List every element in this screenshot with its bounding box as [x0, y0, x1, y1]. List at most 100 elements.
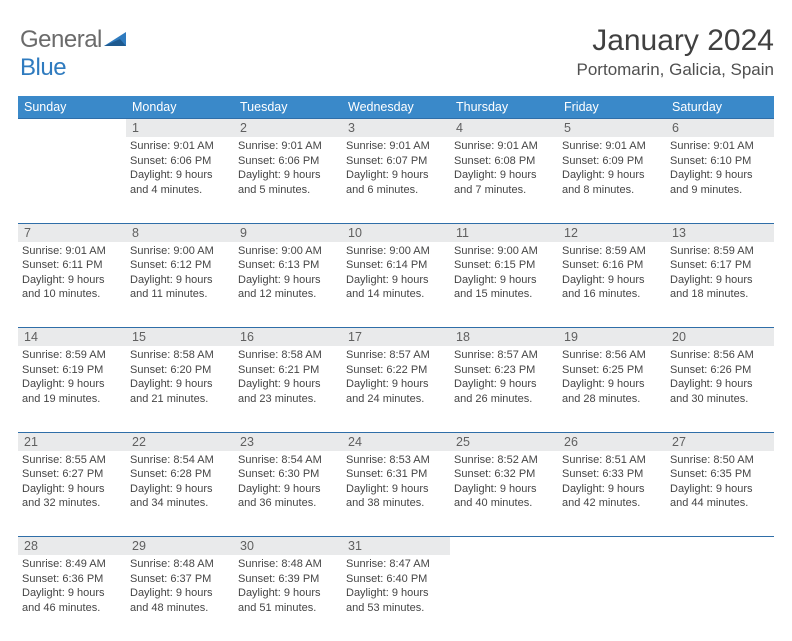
content-row: Sunrise: 9:01 AMSunset: 6:11 PMDaylight:… — [18, 242, 774, 328]
day-content-cell: Sunrise: 9:01 AMSunset: 6:11 PMDaylight:… — [18, 242, 126, 328]
sunset: Sunset: 6:36 PM — [22, 572, 122, 587]
day-content-cell: Sunrise: 8:50 AMSunset: 6:35 PMDaylight:… — [666, 451, 774, 537]
sunset: Sunset: 6:30 PM — [238, 467, 338, 482]
sunset: Sunset: 6:19 PM — [22, 363, 122, 378]
day-number-cell: 27 — [666, 432, 774, 451]
sunrise: Sunrise: 9:01 AM — [130, 139, 230, 154]
sunset: Sunset: 6:20 PM — [130, 363, 230, 378]
sunset: Sunset: 6:33 PM — [562, 467, 662, 482]
daylight-line2: and 40 minutes. — [454, 496, 554, 511]
weekday-header: Saturday — [666, 96, 774, 119]
sunset: Sunset: 6:06 PM — [130, 154, 230, 169]
day-content-cell: Sunrise: 8:54 AMSunset: 6:28 PMDaylight:… — [126, 451, 234, 537]
day-number-cell: 5 — [558, 119, 666, 138]
day-content-cell: Sunrise: 9:00 AMSunset: 6:12 PMDaylight:… — [126, 242, 234, 328]
sunset: Sunset: 6:26 PM — [670, 363, 770, 378]
day-number-cell: 10 — [342, 223, 450, 242]
sunrise: Sunrise: 8:53 AM — [346, 453, 446, 468]
daylight-line1: Daylight: 9 hours — [562, 273, 662, 288]
daylight-line2: and 46 minutes. — [22, 601, 122, 616]
day-number-cell: 30 — [234, 537, 342, 556]
sunrise: Sunrise: 8:56 AM — [670, 348, 770, 363]
logo-text-blue: Blue — [20, 54, 66, 81]
sunrise: Sunrise: 9:01 AM — [346, 139, 446, 154]
daylight-line2: and 48 minutes. — [130, 601, 230, 616]
sunrise: Sunrise: 8:57 AM — [454, 348, 554, 363]
day-number-cell: 22 — [126, 432, 234, 451]
location: Portomarin, Galicia, Spain — [577, 60, 774, 80]
day-number-cell: 2 — [234, 119, 342, 138]
content-row: Sunrise: 8:55 AMSunset: 6:27 PMDaylight:… — [18, 451, 774, 537]
sunrise: Sunrise: 8:56 AM — [562, 348, 662, 363]
calendar-body: 123456Sunrise: 9:01 AMSunset: 6:06 PMDay… — [18, 119, 774, 641]
sunset: Sunset: 6:40 PM — [346, 572, 446, 587]
daylight-line1: Daylight: 9 hours — [454, 482, 554, 497]
daylight-line2: and 15 minutes. — [454, 287, 554, 302]
day-number-cell: 19 — [558, 328, 666, 347]
day-number-cell: 28 — [18, 537, 126, 556]
sunset: Sunset: 6:25 PM — [562, 363, 662, 378]
daylight-line1: Daylight: 9 hours — [562, 482, 662, 497]
day-content-cell: Sunrise: 8:59 AMSunset: 6:16 PMDaylight:… — [558, 242, 666, 328]
sunset: Sunset: 6:32 PM — [454, 467, 554, 482]
day-content-cell: Sunrise: 8:53 AMSunset: 6:31 PMDaylight:… — [342, 451, 450, 537]
daylight-line1: Daylight: 9 hours — [130, 168, 230, 183]
daylight-line2: and 9 minutes. — [670, 183, 770, 198]
day-content-cell: Sunrise: 8:58 AMSunset: 6:20 PMDaylight:… — [126, 346, 234, 432]
daylight-line1: Daylight: 9 hours — [238, 482, 338, 497]
daylight-line2: and 28 minutes. — [562, 392, 662, 407]
daylight-line1: Daylight: 9 hours — [346, 168, 446, 183]
day-number-cell — [450, 537, 558, 556]
daylight-line1: Daylight: 9 hours — [22, 377, 122, 392]
daylight-line2: and 4 minutes. — [130, 183, 230, 198]
day-number-cell: 26 — [558, 432, 666, 451]
daylight-line1: Daylight: 9 hours — [22, 586, 122, 601]
daylight-line2: and 21 minutes. — [130, 392, 230, 407]
day-content-cell — [18, 137, 126, 223]
weekday-header: Wednesday — [342, 96, 450, 119]
day-content-cell: Sunrise: 9:00 AMSunset: 6:14 PMDaylight:… — [342, 242, 450, 328]
daylight-line2: and 36 minutes. — [238, 496, 338, 511]
sunrise: Sunrise: 8:50 AM — [670, 453, 770, 468]
daylight-line2: and 16 minutes. — [562, 287, 662, 302]
daylight-line1: Daylight: 9 hours — [670, 273, 770, 288]
daylight-line2: and 26 minutes. — [454, 392, 554, 407]
header: GeneralBlue January 2024 Portomarin, Gal… — [18, 24, 774, 82]
day-content-cell: Sunrise: 8:48 AMSunset: 6:37 PMDaylight:… — [126, 555, 234, 641]
day-content-cell: Sunrise: 8:59 AMSunset: 6:19 PMDaylight:… — [18, 346, 126, 432]
sunrise: Sunrise: 8:52 AM — [454, 453, 554, 468]
daylight-line1: Daylight: 9 hours — [670, 377, 770, 392]
day-number-cell: 31 — [342, 537, 450, 556]
day-content-cell: Sunrise: 8:56 AMSunset: 6:25 PMDaylight:… — [558, 346, 666, 432]
daylight-line2: and 51 minutes. — [238, 601, 338, 616]
day-number-cell — [18, 119, 126, 138]
daylight-line1: Daylight: 9 hours — [346, 273, 446, 288]
day-number-cell: 15 — [126, 328, 234, 347]
sunset: Sunset: 6:17 PM — [670, 258, 770, 273]
sunset: Sunset: 6:21 PM — [238, 363, 338, 378]
sunset: Sunset: 6:08 PM — [454, 154, 554, 169]
day-content-cell: Sunrise: 8:57 AMSunset: 6:22 PMDaylight:… — [342, 346, 450, 432]
daylight-line2: and 11 minutes. — [130, 287, 230, 302]
sunset: Sunset: 6:23 PM — [454, 363, 554, 378]
weekday-header: Sunday — [18, 96, 126, 119]
sunset: Sunset: 6:09 PM — [562, 154, 662, 169]
day-content-cell: Sunrise: 9:01 AMSunset: 6:07 PMDaylight:… — [342, 137, 450, 223]
daylight-line2: and 24 minutes. — [346, 392, 446, 407]
daynum-row: 14151617181920 — [18, 328, 774, 347]
daylight-line2: and 18 minutes. — [670, 287, 770, 302]
sunrise: Sunrise: 9:00 AM — [454, 244, 554, 259]
day-number-cell: 24 — [342, 432, 450, 451]
day-number-cell: 29 — [126, 537, 234, 556]
sunset: Sunset: 6:35 PM — [670, 467, 770, 482]
day-number-cell: 11 — [450, 223, 558, 242]
daynum-row: 123456 — [18, 119, 774, 138]
sunrise: Sunrise: 9:01 AM — [562, 139, 662, 154]
weekday-header-row: Sunday Monday Tuesday Wednesday Thursday… — [18, 96, 774, 119]
day-content-cell: Sunrise: 9:01 AMSunset: 6:10 PMDaylight:… — [666, 137, 774, 223]
daylight-line1: Daylight: 9 hours — [238, 586, 338, 601]
day-content-cell — [666, 555, 774, 641]
daylight-line1: Daylight: 9 hours — [346, 586, 446, 601]
day-number-cell: 17 — [342, 328, 450, 347]
day-content-cell: Sunrise: 8:48 AMSunset: 6:39 PMDaylight:… — [234, 555, 342, 641]
